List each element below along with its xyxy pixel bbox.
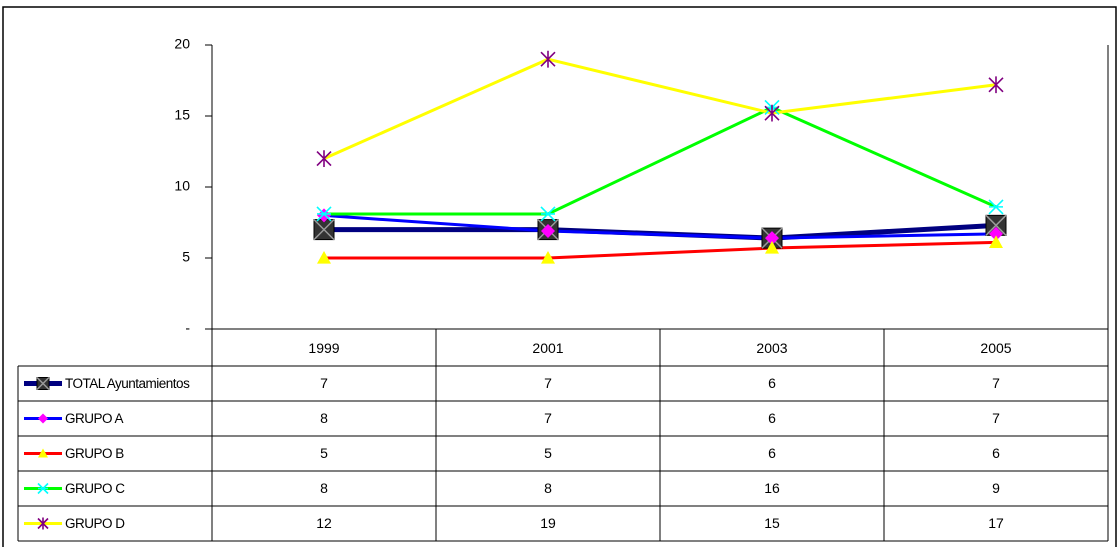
table-value: 6 xyxy=(768,445,776,461)
marker xyxy=(317,251,331,264)
table-value: 5 xyxy=(320,445,328,461)
legend-label: GRUPO A xyxy=(65,411,124,426)
marker xyxy=(989,235,1003,248)
series-line xyxy=(324,240,997,260)
marker xyxy=(316,206,332,222)
series-line xyxy=(324,105,997,216)
table-value: 17 xyxy=(988,515,1004,531)
table-value: 12 xyxy=(316,515,332,531)
marker xyxy=(541,224,555,239)
series-line xyxy=(323,57,997,160)
legend-marker xyxy=(37,517,49,530)
table-value: 7 xyxy=(544,375,552,391)
series-line xyxy=(323,213,997,240)
marker xyxy=(988,199,1004,215)
y-tick-label: 10 xyxy=(174,178,190,194)
y-tick-label: 15 xyxy=(174,107,190,123)
chart-frame xyxy=(2,6,1117,547)
legend-marker xyxy=(36,376,50,391)
table-value: 15 xyxy=(764,515,780,531)
legend-label: GRUPO B xyxy=(65,446,124,461)
legend-label: GRUPO D xyxy=(65,516,125,531)
table-value: 7 xyxy=(992,410,1000,426)
legend-marker xyxy=(38,448,48,458)
table-value: 7 xyxy=(544,410,552,426)
x-tick-label: 2003 xyxy=(756,340,787,356)
legend-marker xyxy=(37,482,49,495)
table-value: 8 xyxy=(320,410,328,426)
table-value: 6 xyxy=(768,375,776,391)
x-tick-label: 2001 xyxy=(532,340,563,356)
table-value: 7 xyxy=(320,375,328,391)
x-tick-label: 1999 xyxy=(308,340,339,356)
legend-label: TOTAL Ayuntamientos xyxy=(65,376,190,391)
marker xyxy=(540,50,556,68)
legend-label: GRUPO C xyxy=(65,481,125,496)
table-value: 5 xyxy=(544,445,552,461)
table-value: 6 xyxy=(992,445,1000,461)
legend-marker xyxy=(38,413,48,424)
y-tick-label: 5 xyxy=(182,249,190,265)
table-value: 9 xyxy=(992,480,1000,496)
marker xyxy=(313,219,335,241)
marker xyxy=(316,150,332,167)
marker xyxy=(989,226,1003,241)
y-tick-label: - xyxy=(185,320,190,336)
table-value: 8 xyxy=(320,480,328,496)
marker xyxy=(541,251,555,264)
table-value: 6 xyxy=(768,410,776,426)
marker xyxy=(765,241,779,254)
marker xyxy=(988,76,1004,94)
marker xyxy=(317,208,331,223)
table-value: 7 xyxy=(992,375,1000,391)
x-tick-label: 2005 xyxy=(980,340,1011,356)
marker xyxy=(540,206,556,222)
y-tick-label: 20 xyxy=(174,36,190,52)
marker xyxy=(765,231,779,246)
table-value: 8 xyxy=(544,480,552,496)
table-value: 19 xyxy=(540,515,556,531)
marker xyxy=(985,214,1007,236)
marker xyxy=(764,104,780,122)
table-value: 16 xyxy=(764,480,780,496)
